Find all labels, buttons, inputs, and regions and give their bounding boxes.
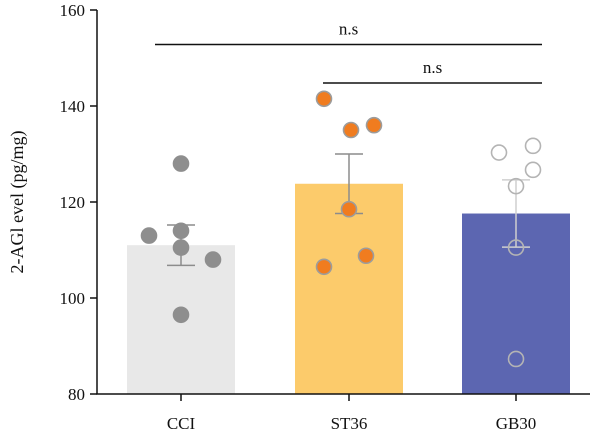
data-point-cci (172, 155, 190, 172)
y-tick-label: 80 (68, 385, 85, 404)
x-tick-label-gb30: GB30 (496, 414, 537, 433)
data-point-st36 (315, 90, 333, 108)
data-point-gb30 (524, 137, 542, 155)
data-point-st36 (340, 200, 358, 218)
data-point-cci (204, 251, 222, 268)
y-tick-label: 120 (60, 193, 86, 212)
x-tick-label-cci: CCI (167, 414, 196, 433)
data-point-gb30 (507, 239, 525, 256)
data-point-cci (172, 239, 190, 256)
bar-st36 (295, 183, 403, 394)
significance-label: n.s (423, 58, 442, 77)
y-ticks-layer: 80 100 120 140 160 (60, 1, 97, 404)
data-point-st36 (365, 116, 383, 134)
data-point-gb30 (524, 161, 542, 179)
data-point-st36 (342, 121, 360, 139)
y-tick-label: 140 (60, 97, 86, 116)
points-layer (140, 90, 542, 368)
y-axis-title: 2-AGl evel (pg/mg) (7, 131, 28, 274)
bars-layer (127, 183, 570, 394)
data-point-st36 (315, 258, 333, 276)
data-point-gb30 (507, 350, 525, 368)
x-tick-label-st36: ST36 (331, 414, 368, 433)
data-point-cci (140, 227, 158, 244)
y-tick-label: 160 (60, 1, 86, 20)
data-point-gb30 (490, 144, 508, 161)
data-point-gb30 (507, 177, 525, 195)
data-point-st36 (357, 247, 375, 265)
data-point-cci (172, 222, 190, 240)
significance-annotations: n.s n.s (155, 20, 542, 84)
data-point-cci (172, 306, 190, 324)
x-ticks-layer: CCI ST36 GB30 (167, 394, 536, 433)
y-tick-label: 100 (60, 289, 86, 308)
significance-label: n.s (339, 20, 358, 39)
